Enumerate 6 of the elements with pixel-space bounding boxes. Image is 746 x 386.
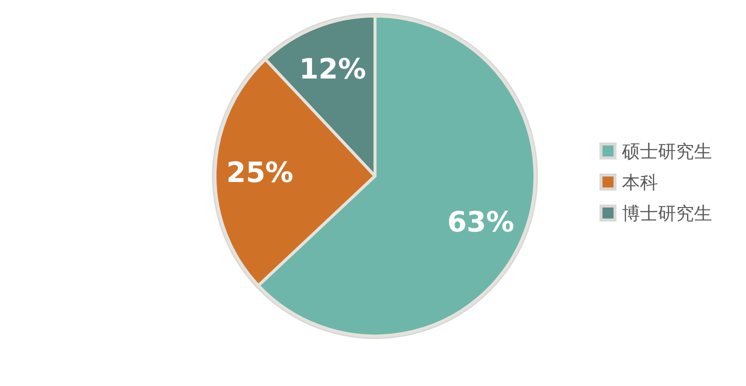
data-label: 63%	[447, 206, 514, 239]
data-label: 12%	[299, 52, 366, 86]
data-label: 25%	[226, 156, 294, 190]
legend-label: 博士研究生	[622, 203, 712, 224]
legend-label: 硕士研究生	[621, 141, 712, 162]
legend-label: 本科	[622, 172, 658, 194]
